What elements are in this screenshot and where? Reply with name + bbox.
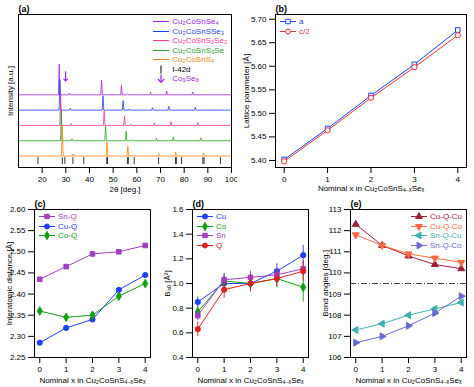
svg-text:20: 20 xyxy=(38,175,47,184)
svg-text:4: 4 xyxy=(459,365,464,374)
svg-text:5.50: 5.50 xyxy=(251,109,267,118)
html-text:Cu: Cu xyxy=(216,212,227,221)
html-text:Cu-Q-Co: Cu-Q-Co xyxy=(430,221,462,231)
html-text:Sn: Sn xyxy=(216,231,226,240)
svg-text:1.6: 1.6 xyxy=(172,205,184,214)
svg-text:Interatomic distance [Å]: Interatomic distance [Å] xyxy=(5,242,14,326)
html-text:c/2: c/2 xyxy=(299,26,310,36)
svg-text:113: 113 xyxy=(329,205,342,214)
svg-text:3: 3 xyxy=(433,365,438,374)
svg-text:70: 70 xyxy=(156,175,165,184)
html-text:Co₉Se₈: Co₉Se₈ xyxy=(172,74,199,83)
svg-text:4: 4 xyxy=(143,365,148,374)
svg-text:5.40: 5.40 xyxy=(251,156,267,165)
svg-text:2.35: 2.35 xyxy=(9,310,26,320)
svg-text:Nominal x in Cu₂CoSnS₄₋ₓSeₓ: Nominal x in Cu₂CoSnS₄₋ₓSeₓ xyxy=(39,376,146,385)
svg-text:4: 4 xyxy=(301,365,306,374)
svg-text:90: 90 xyxy=(203,175,212,184)
svg-text:(a): (a) xyxy=(19,4,30,14)
svg-text:1: 1 xyxy=(325,175,330,185)
svg-text:80: 80 xyxy=(180,175,189,184)
svg-text:3: 3 xyxy=(275,365,280,374)
svg-text:1.2: 1.2 xyxy=(172,254,184,263)
svg-text:Nominal x in Cu₂CoSnS₄₋ₓSeₓ: Nominal x in Cu₂CoSnS₄₋ₓSeₓ xyxy=(355,376,462,385)
html-text:a: a xyxy=(299,17,304,26)
html-text:Sn-Q: Sn-Q xyxy=(58,212,77,221)
svg-text:112: 112 xyxy=(329,226,342,235)
svg-text:(c): (c) xyxy=(35,199,46,209)
svg-text:50: 50 xyxy=(109,175,118,184)
svg-text:2: 2 xyxy=(90,365,95,374)
svg-text:2.30: 2.30 xyxy=(10,332,26,341)
html-text:Q: Q xyxy=(216,240,223,250)
svg-text:2.50: 2.50 xyxy=(9,247,26,257)
html-text:Cu₂CoSnS₃Se: Cu₂CoSnS₃Se xyxy=(172,45,224,55)
svg-text:2: 2 xyxy=(248,365,253,374)
svg-text:5.45: 5.45 xyxy=(251,132,267,141)
svg-text:0: 0 xyxy=(38,365,43,374)
svg-text:108: 108 xyxy=(328,311,342,320)
svg-text:1: 1 xyxy=(64,365,69,374)
svg-text:106: 106 xyxy=(328,353,342,362)
svg-text:(d): (d) xyxy=(193,199,205,209)
svg-text:0: 0 xyxy=(354,365,359,374)
svg-text:2θ [deg.]: 2θ [deg.] xyxy=(109,185,140,194)
svg-text:5.60: 5.60 xyxy=(251,62,267,71)
html-text:Cu-Q: Cu-Q xyxy=(58,221,78,231)
svg-text:Nominal x in Cu₂CoSnS₄₋ₓSeₓ: Nominal x in Cu₂CoSnS₄₋ₓSeₓ xyxy=(197,376,304,385)
html-text:Cu₂CoSnS₂Se₂: Cu₂CoSnS₂Se₂ xyxy=(172,36,227,45)
svg-text:2.60: 2.60 xyxy=(10,205,26,214)
html-text:I-42d: I-42d xyxy=(172,64,191,74)
svg-text:5.55: 5.55 xyxy=(251,85,267,94)
svg-text:1.0: 1.0 xyxy=(172,279,184,288)
svg-text:0: 0 xyxy=(282,175,287,184)
svg-text:Bond angles [deg.]: Bond angles [deg.] xyxy=(321,250,330,317)
html-text:Cu-Q-Cu: Cu-Q-Cu xyxy=(430,212,462,221)
svg-text:2: 2 xyxy=(406,365,411,374)
svg-text:110: 110 xyxy=(329,268,342,277)
html-text:Sn-Q-Co: Sn-Q-Co xyxy=(430,240,462,250)
svg-text:Intensity [a.u.]: Intensity [a.u.] xyxy=(6,66,15,116)
svg-text:1: 1 xyxy=(222,365,227,374)
html-text:Cu₂CoSnS₄: Cu₂CoSnS₄ xyxy=(172,55,215,64)
svg-text:Lattice parameter [Å]: Lattice parameter [Å] xyxy=(242,54,251,128)
html-text:Cu₂CoSnSe₄: Cu₂CoSnSe₄ xyxy=(172,17,219,26)
svg-text:2.55: 2.55 xyxy=(10,226,26,235)
svg-text:2.45: 2.45 xyxy=(9,268,26,278)
svg-text:(e): (e) xyxy=(351,199,362,209)
svg-text:5.65: 5.65 xyxy=(251,38,267,47)
svg-text:40: 40 xyxy=(85,175,94,184)
svg-text:Nominal x in Cu₂CoSnS₄₋ₓSeₓ: Nominal x in Cu₂CoSnS₄₋ₓSeₓ xyxy=(318,184,425,193)
html-text:Co: Co xyxy=(216,221,227,231)
svg-text:5.70: 5.70 xyxy=(251,15,267,24)
svg-text:0: 0 xyxy=(196,365,201,374)
svg-text:(b): (b) xyxy=(276,4,288,14)
html-text:Cu₂CoSnSSe₃: Cu₂CoSnSSe₃ xyxy=(172,26,224,36)
svg-text:107: 107 xyxy=(328,332,342,341)
svg-text:0.6: 0.6 xyxy=(172,328,184,337)
html-text:Sn-Q-Cu: Sn-Q-Cu xyxy=(430,231,462,240)
html-text:Co-Q: Co-Q xyxy=(58,231,78,240)
svg-text:4: 4 xyxy=(456,175,461,184)
svg-text:Bᵢₛₒ [Å²]: Bᵢₛₒ [Å²] xyxy=(163,270,172,296)
svg-text:3: 3 xyxy=(412,175,417,185)
svg-text:2: 2 xyxy=(368,175,374,185)
svg-text:109: 109 xyxy=(328,290,342,299)
svg-text:2.25: 2.25 xyxy=(10,353,26,362)
svg-text:1.4: 1.4 xyxy=(172,230,184,239)
svg-text:100: 100 xyxy=(224,175,239,185)
svg-text:1: 1 xyxy=(380,365,385,374)
svg-text:60: 60 xyxy=(132,175,141,184)
svg-text:2.40: 2.40 xyxy=(9,289,26,299)
svg-text:111: 111 xyxy=(329,247,342,256)
svg-text:0.4: 0.4 xyxy=(172,353,184,362)
svg-text:0.8: 0.8 xyxy=(172,304,184,313)
svg-text:30: 30 xyxy=(61,175,70,184)
svg-text:3: 3 xyxy=(117,365,122,374)
